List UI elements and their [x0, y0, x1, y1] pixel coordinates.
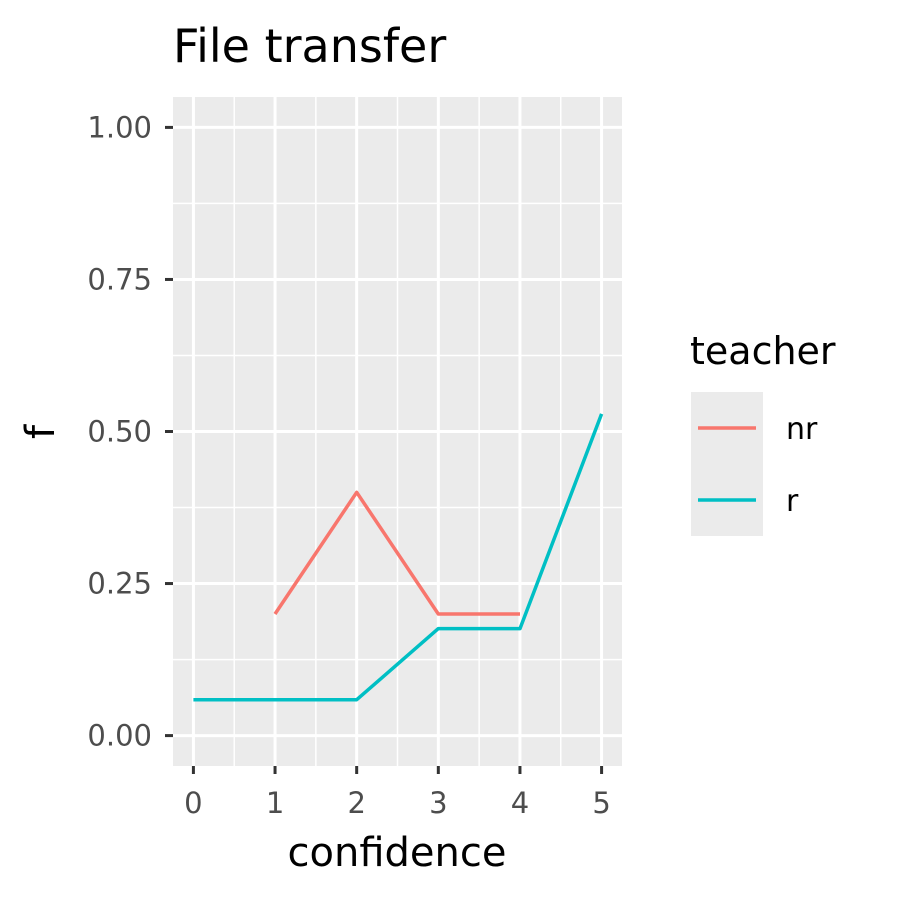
x-tick-labels: 0 1 2 3 4 5 — [184, 786, 611, 820]
x-tick-label: 0 — [184, 786, 202, 820]
x-tick-label: 5 — [592, 786, 610, 820]
y-axis-title: f — [18, 424, 64, 439]
x-tick-label: 4 — [511, 786, 529, 820]
legend-entries: nr r — [691, 392, 818, 536]
y-tick-labels: 0.00 0.25 0.50 0.75 1.00 — [87, 110, 152, 752]
x-tick-label: 2 — [347, 786, 365, 820]
y-tick-label: 1.00 — [87, 110, 152, 144]
legend-label-r: r — [786, 484, 799, 519]
y-tick-label: 0.75 — [87, 262, 152, 296]
legend-label-nr: nr — [786, 412, 818, 447]
chart-title: File transfer — [173, 19, 446, 73]
y-tick-label: 0.25 — [87, 567, 152, 601]
major-gridlines — [173, 97, 622, 766]
series-line-r — [193, 413, 604, 702]
x-axis-title: confidence — [288, 830, 507, 876]
legend-key-background — [691, 392, 763, 536]
series-lines — [193, 413, 604, 702]
x-tick-label: 3 — [429, 786, 447, 820]
axis-ticks — [165, 125, 604, 774]
x-tick-label: 1 — [266, 786, 284, 820]
series-line-nr — [273, 490, 520, 616]
y-tick-label: 0.00 — [87, 719, 152, 753]
legend-title: teacher — [690, 329, 836, 373]
legend: teacher nr r — [690, 329, 836, 536]
y-tick-label: 0.50 — [87, 415, 152, 449]
